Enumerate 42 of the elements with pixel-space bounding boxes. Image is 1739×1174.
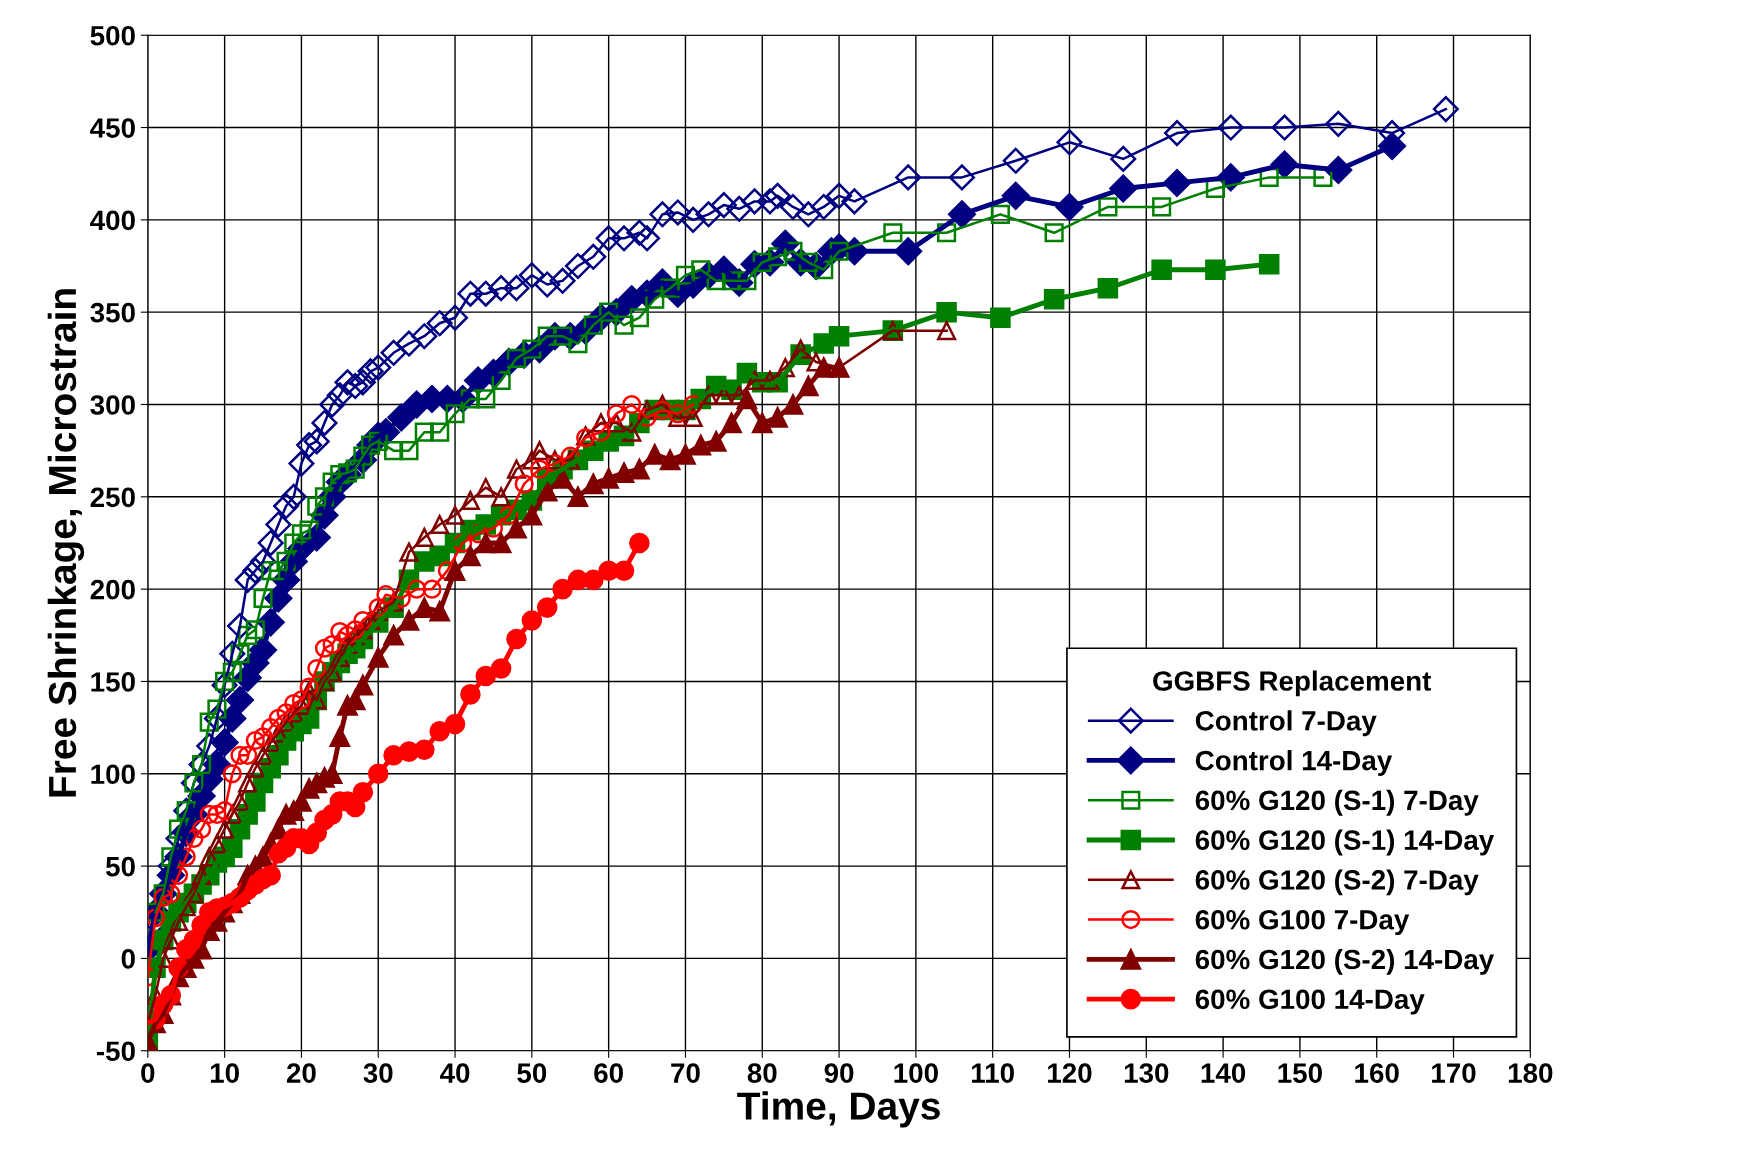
x-tick-label: 60 xyxy=(594,1063,623,1083)
x-tick-label: 10 xyxy=(210,1063,239,1083)
x-tick-label: 70 xyxy=(671,1063,700,1083)
y-tick-label: 100 xyxy=(91,764,135,785)
legend-label: 60% G120 (S-1) 14-Day xyxy=(1195,829,1495,856)
legend-title: GGBFS Replacement xyxy=(1153,670,1432,697)
y-tick-label: 250 xyxy=(90,487,135,508)
x-tick-label: 0 xyxy=(141,1063,155,1083)
x-tick-label: 120 xyxy=(1048,1063,1092,1083)
y-tick-label: 450 xyxy=(90,118,135,138)
x-tick-label: 30 xyxy=(363,1063,393,1083)
legend-label: 60% G100 14-Day xyxy=(1195,989,1425,1015)
x-tick-label: 80 xyxy=(747,1063,777,1083)
y-tick-label: 350 xyxy=(90,302,135,323)
x-tick-label: 90 xyxy=(824,1063,854,1083)
x-tick-label: 20 xyxy=(286,1063,316,1083)
y-tick-label: 50 xyxy=(105,856,135,877)
x-tick-label: 140 xyxy=(1201,1063,1246,1083)
y-axis-title: Free Shrinkage, Microstrain xyxy=(47,289,85,797)
x-tick-label: 160 xyxy=(1355,1063,1399,1083)
y-tick-label: 0 xyxy=(121,949,135,969)
y-tick-label: 200 xyxy=(90,579,135,600)
legend-label: 60% G120 (S-2) 14-Day xyxy=(1195,948,1495,975)
x-axis-title: Time, Days xyxy=(737,1091,940,1128)
x-tick-label: 100 xyxy=(894,1063,938,1083)
y-tick-label: 150 xyxy=(91,672,135,692)
x-tick-label: 110 xyxy=(972,1063,1014,1083)
x-tick-label: 150 xyxy=(1278,1063,1322,1083)
x-tick-label: 50 xyxy=(517,1063,547,1083)
y-tick-label: 500 xyxy=(90,25,135,46)
x-tick-label: 130 xyxy=(1124,1063,1169,1083)
legend-label: Control 7-Day xyxy=(1195,710,1377,737)
legend-label: 60% G120 (S-2) 7-Day xyxy=(1195,869,1479,896)
y-tick-label: 400 xyxy=(90,210,135,231)
x-tick-label: 170 xyxy=(1432,1063,1476,1083)
legend-label: Control 14-Day xyxy=(1195,750,1393,776)
legend-label: 60% G120 (S-1) 7-Day xyxy=(1195,789,1479,816)
x-tick-label: 40 xyxy=(440,1063,470,1083)
legend-label: 60% G100 7-Day xyxy=(1195,909,1410,936)
x-tick-label: 180 xyxy=(1508,1063,1553,1083)
y-tick-label: -50 xyxy=(96,1041,135,1062)
y-tick-label: 300 xyxy=(90,395,135,415)
